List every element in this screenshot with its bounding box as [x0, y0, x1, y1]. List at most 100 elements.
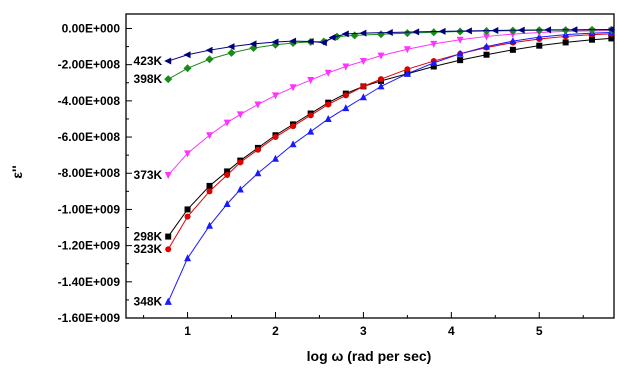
data-point: [456, 27, 465, 36]
data-point: [359, 93, 367, 101]
data-point: [319, 39, 327, 47]
data-point: [184, 254, 192, 262]
y-tick-label: 0.00E+000: [62, 21, 121, 35]
data-point: [562, 39, 569, 46]
series-label: 423K: [134, 54, 163, 68]
series-423K: [164, 26, 615, 65]
data-point: [227, 48, 236, 57]
data-point: [412, 28, 420, 36]
data-point: [483, 42, 491, 50]
data-point: [236, 111, 244, 119]
series-298K: [165, 35, 615, 240]
series-line: [167, 37, 612, 237]
data-point: [205, 55, 214, 64]
data-point: [183, 64, 192, 73]
data-point: [164, 75, 173, 84]
data-point: [608, 35, 615, 42]
data-point: [376, 30, 385, 39]
data-point: [607, 26, 615, 34]
plot-frame: [125, 13, 615, 319]
data-point: [430, 63, 437, 70]
data-point: [377, 82, 385, 90]
data-point: [224, 168, 231, 175]
data-point: [165, 246, 172, 253]
y-tick-label: -4.00E+008: [58, 94, 121, 108]
series-label: 348K: [134, 295, 163, 309]
data-point: [324, 114, 332, 122]
data-point: [536, 42, 543, 49]
data-point: [289, 37, 297, 45]
data-point: [306, 38, 314, 46]
y-tick-label: -6.00E+008: [58, 130, 121, 144]
data-point: [328, 34, 336, 42]
data-point: [227, 43, 235, 51]
data-point: [206, 221, 214, 229]
data-point: [164, 297, 172, 305]
data-point: [438, 27, 446, 35]
y-tick-label: -1.60E+009: [58, 311, 121, 325]
x-tick-label: 2: [272, 324, 279, 338]
series-348K: [164, 28, 615, 305]
data-point: [272, 134, 279, 141]
data-point: [483, 33, 491, 41]
data-point: [544, 26, 552, 34]
data-point: [325, 101, 332, 108]
data-point: [271, 154, 279, 162]
data-point: [491, 26, 499, 34]
series-323K: [165, 30, 615, 253]
data-point: [206, 188, 213, 195]
data-point: [183, 51, 191, 59]
x-tick-label: 1: [184, 324, 191, 338]
data-point: [271, 92, 279, 100]
data-point: [509, 37, 517, 45]
y-tick-label: -8.00E+008: [58, 166, 121, 180]
data-point: [342, 63, 350, 71]
data-point: [254, 169, 262, 177]
data-point: [456, 49, 464, 57]
data-point: [271, 38, 279, 46]
data-point: [570, 26, 578, 34]
series-label: 323K: [134, 242, 163, 256]
data-point: [430, 58, 438, 66]
data-point: [483, 51, 490, 58]
data-point: [359, 29, 367, 37]
data-point: [184, 150, 192, 158]
data-point: [342, 104, 350, 112]
data-point: [165, 233, 172, 240]
x-tick-label: 5: [536, 324, 543, 338]
series-line: [167, 29, 612, 80]
y-axis-title: ε'': [9, 165, 25, 178]
data-point: [360, 83, 367, 90]
data-point: [359, 58, 367, 66]
axes: 0.00E+000 -2.00E+008 -4.00E+008 -6.00E+008 -…: [58, 13, 615, 338]
data-point: [184, 206, 191, 213]
x-axis-title: log ω (rad per sec): [307, 348, 432, 364]
series-label: 398K: [134, 72, 163, 86]
data-point: [403, 46, 411, 54]
data-point: [289, 140, 297, 148]
data-point: [589, 36, 596, 43]
data-point: [341, 30, 349, 38]
data-point: [164, 172, 172, 180]
y-tick-label: -1.40E+009: [58, 275, 121, 289]
series-label: 373K: [134, 168, 163, 182]
data-point: [509, 46, 516, 53]
data-point: [205, 46, 213, 54]
data-point: [223, 119, 231, 127]
data-point: [517, 26, 525, 34]
data-point: [307, 127, 315, 135]
data-point: [184, 213, 191, 220]
data-point: [430, 40, 438, 48]
data-point: [236, 185, 244, 193]
data-point: [324, 69, 332, 77]
data-point: [342, 92, 349, 99]
data-point: [289, 84, 297, 92]
series-line: [167, 29, 612, 176]
data-point: [237, 159, 244, 166]
data-point: [377, 76, 384, 83]
x-tick-label: 3: [360, 324, 367, 338]
y-tick-label: -1.00E+009: [58, 202, 121, 216]
data-point: [457, 57, 464, 64]
data-point: [404, 66, 411, 73]
data-point: [350, 31, 359, 40]
